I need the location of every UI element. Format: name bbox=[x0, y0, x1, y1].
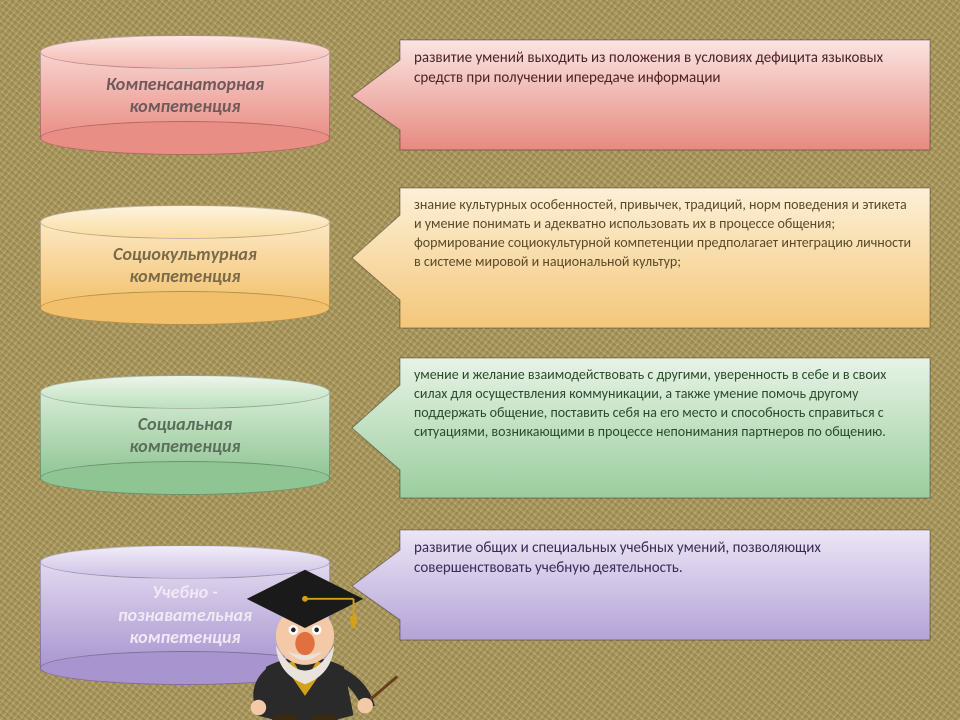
competence-cylinder-0: Компенсанаторнаякомпетенция bbox=[40, 35, 330, 155]
slide-canvas: Компенсанаторнаякомпетенция развитие умен… bbox=[0, 0, 960, 720]
competence-description-1: знание культурных особенностей, привычек… bbox=[414, 196, 916, 320]
competence-description-0: развитие умений выходить из положения в … bbox=[414, 48, 916, 142]
professor-icon bbox=[205, 560, 405, 720]
competence-description-2: умение и желание взаимодействовать с дру… bbox=[414, 366, 916, 490]
competence-cylinder-1: Социокультурнаякомпетенция bbox=[40, 205, 330, 325]
competence-cylinder-2: Социальнаякомпетенция bbox=[40, 375, 330, 495]
competence-description-3: развитие общих и специальных учебных уме… bbox=[414, 538, 916, 632]
